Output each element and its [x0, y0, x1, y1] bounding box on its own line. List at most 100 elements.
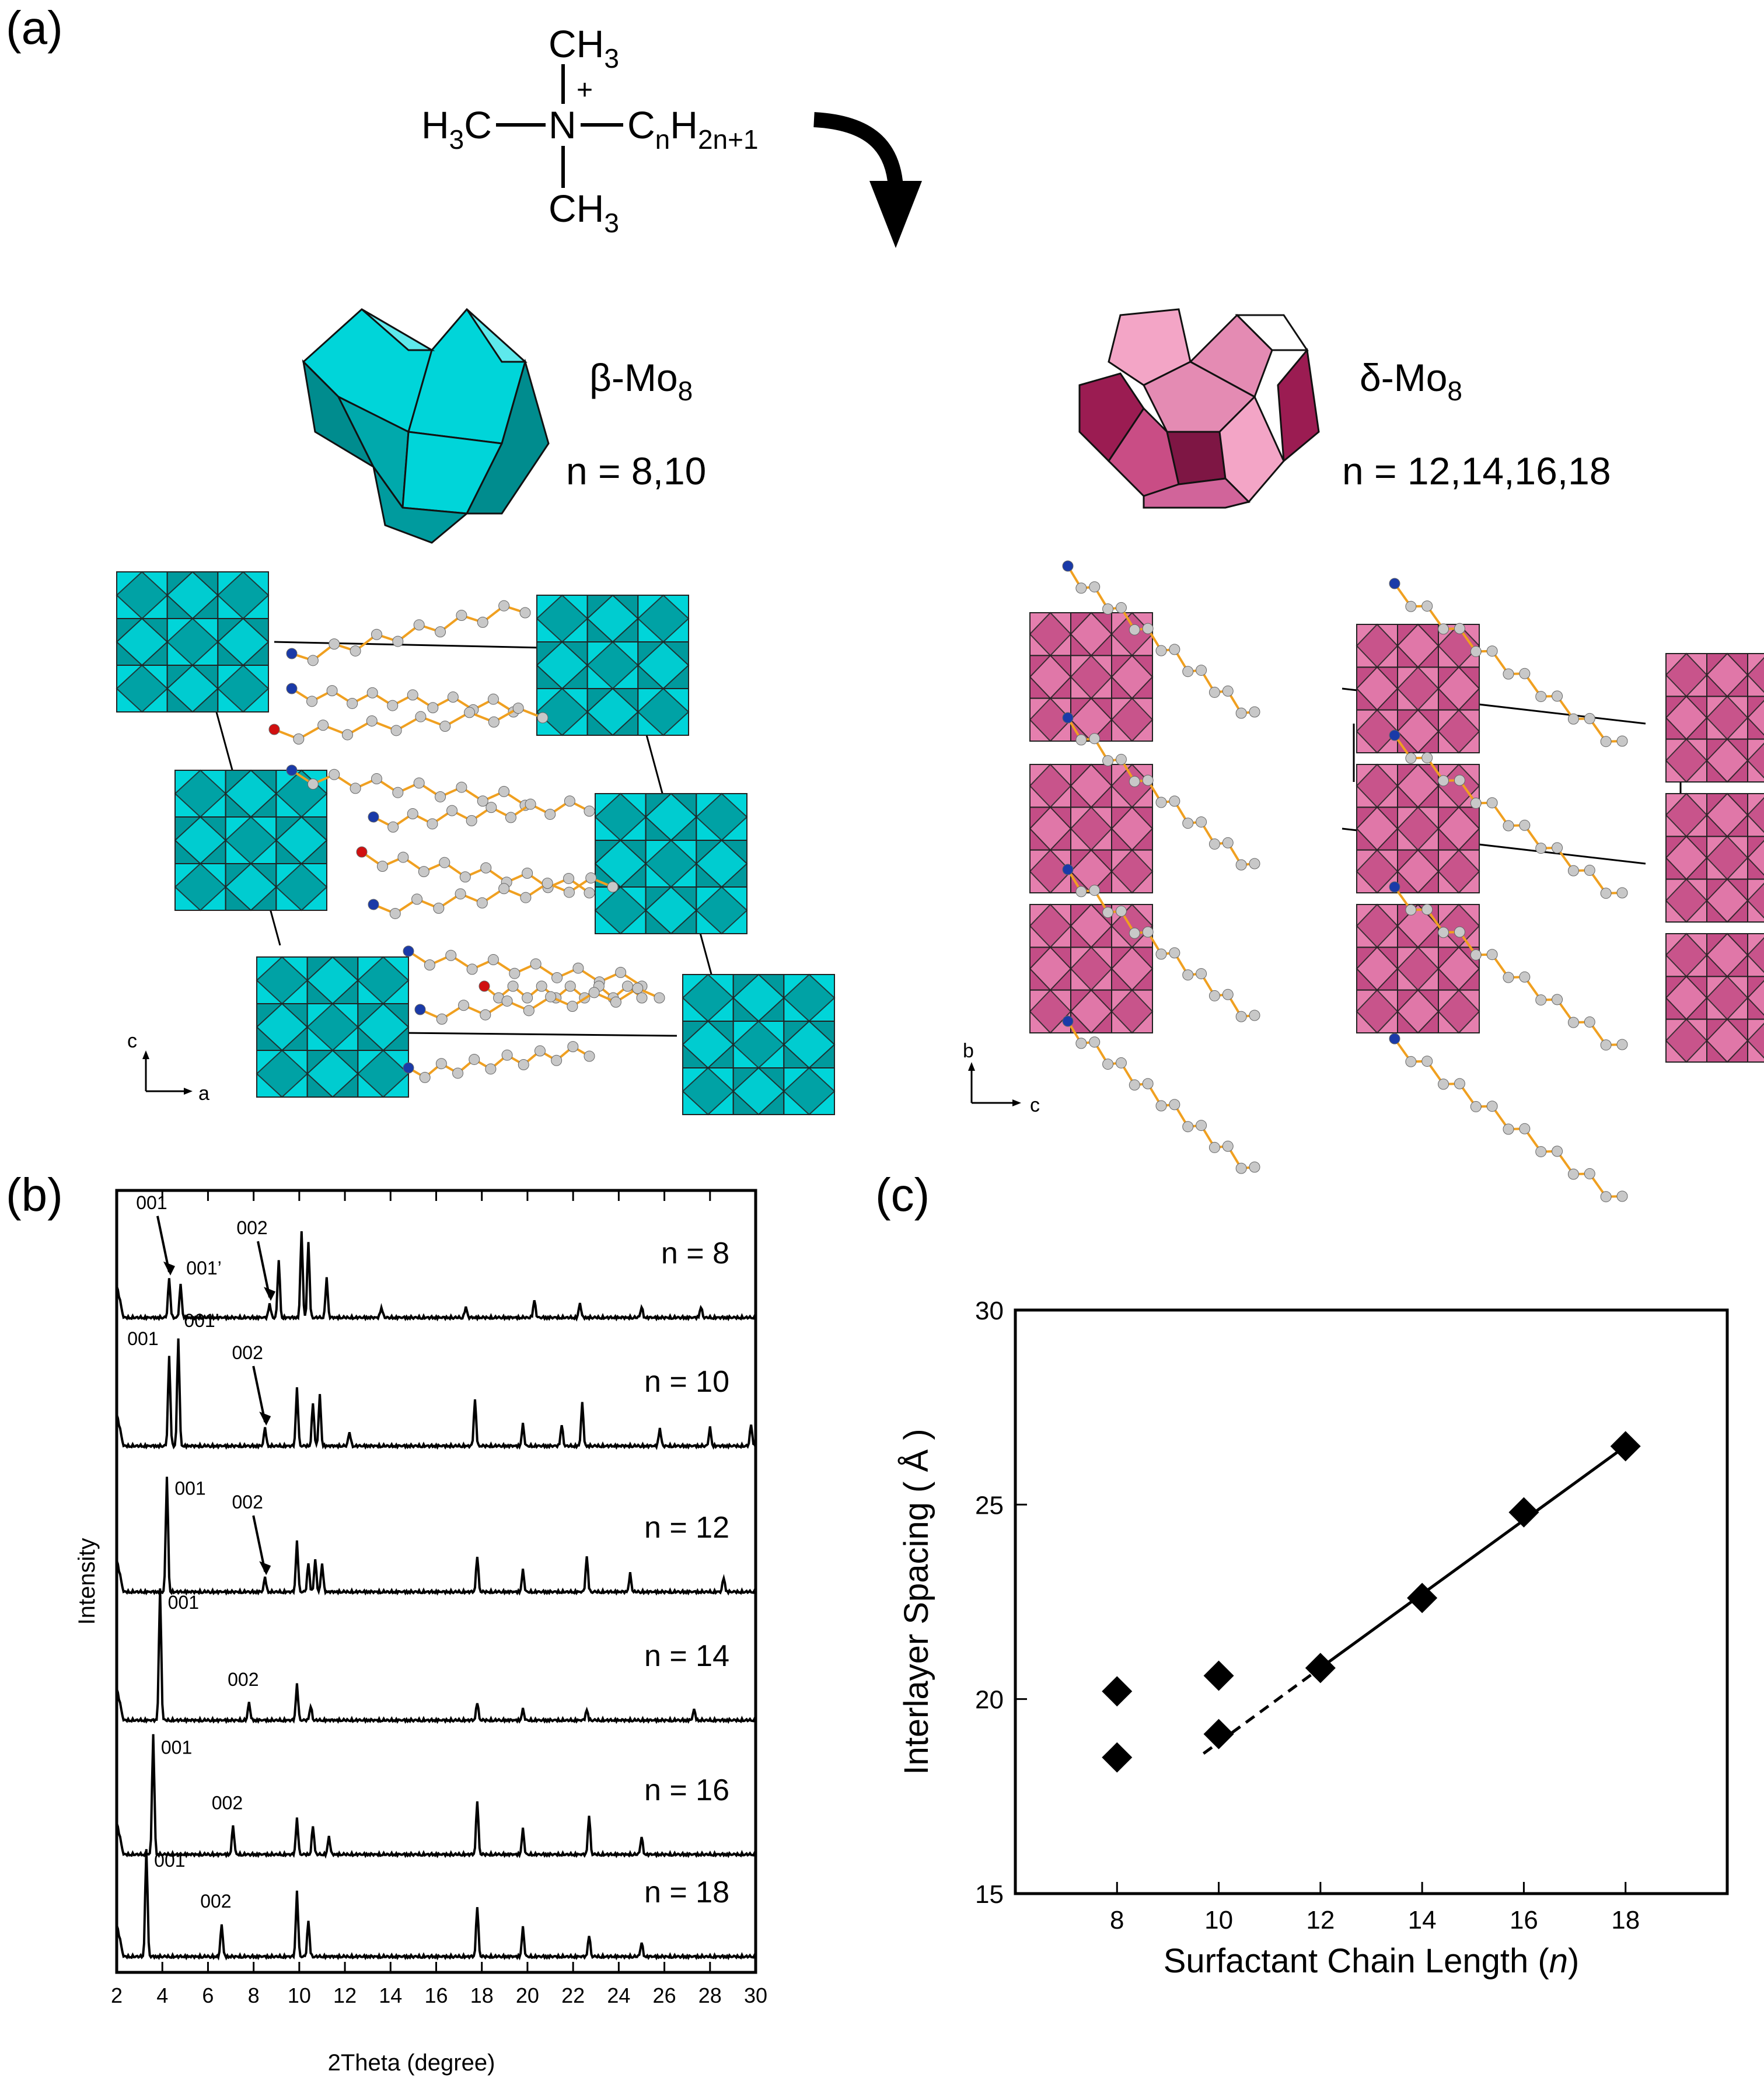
- xrd-series-label: n = 18: [644, 1876, 729, 1909]
- xrd-series-label: n = 14: [644, 1639, 729, 1673]
- surfactant-chain: [368, 872, 619, 919]
- data-point: [1407, 1583, 1438, 1613]
- spacing-plot-frame: [1014, 1308, 1729, 1895]
- xrd-x-tick-label: 26: [653, 1983, 676, 2007]
- delta-label: δ-Mo8: [1360, 356, 1462, 406]
- spacing-x-tick-label: 8: [1110, 1906, 1124, 1934]
- peak-arrowhead: [264, 1287, 276, 1301]
- data-point: [1102, 1742, 1133, 1773]
- beta-polyhedra-block: [116, 571, 270, 713]
- data-point: [1610, 1431, 1641, 1462]
- surfactant-formula: CH3 H3C N + CnH2n+1 CH3: [421, 22, 759, 238]
- xrd-series: n = 16 001 002: [116, 1734, 757, 1859]
- xrd-trace: [116, 1476, 757, 1596]
- xrd-x-tick-label: 28: [698, 1983, 722, 2007]
- formula-left: H3C: [421, 103, 492, 155]
- beta-polyhedra-block: [594, 792, 748, 935]
- surfactant-chain: [403, 945, 648, 992]
- xrd-series: n = 18 001 002: [116, 1849, 757, 1961]
- xrd-trace: [116, 1734, 757, 1859]
- data-point: [1102, 1676, 1133, 1707]
- xrd-trace: [116, 1588, 757, 1724]
- delta-polyhedra-block: [1665, 652, 1764, 783]
- peak-label: 001’: [186, 1258, 222, 1279]
- xrd-series: n = 10 001 001’ 002: [116, 1310, 757, 1450]
- delta-axis-vertical: b: [963, 1040, 974, 1062]
- xrd-series: n = 12 001 002: [116, 1476, 757, 1596]
- beta-label: β-Mo8: [589, 356, 693, 406]
- peak-label: 002: [212, 1792, 243, 1813]
- delta-polyhedra-block: [1356, 903, 1480, 1034]
- xrd-series: n = 8 001 001’ 002: [116, 1192, 757, 1322]
- spacing-chart: 8 10 12 14 16 18 15 20 25 30 Surfactant Chain Len…: [897, 1297, 1729, 1980]
- data-point: [1203, 1660, 1234, 1691]
- spacing-y-tick-label: 25: [975, 1491, 1004, 1520]
- peak-arrow: [257, 1241, 271, 1298]
- surfactant-chain: [1389, 729, 1628, 899]
- surfactant-chain: [1389, 578, 1628, 748]
- panel-label-b: (b): [6, 1169, 63, 1221]
- beta-axis-horizontal: a: [198, 1082, 209, 1105]
- surfactant-chain: [403, 1041, 595, 1083]
- xrd-x-tick-label: 14: [379, 1983, 402, 2007]
- surfactant-chain: [414, 983, 665, 1025]
- beta-polyhedra-block: [256, 956, 410, 1098]
- peak-label: 002: [232, 1342, 263, 1363]
- xrd-series-label: n = 12: [644, 1511, 729, 1545]
- beta-polyhedra-block: [174, 769, 328, 911]
- delta-axes: b c: [963, 1040, 1040, 1116]
- delta-polyhedra-block: [1665, 933, 1764, 1063]
- delta-polyhedra-block: [1665, 792, 1764, 923]
- xrd-x-tick-label: 18: [470, 1983, 494, 2007]
- xrd-x-tick-label: 2: [111, 1983, 123, 2007]
- xrd-x-tick-label: 10: [288, 1983, 311, 2007]
- xrd-series: n = 14 001 002: [116, 1588, 757, 1724]
- xrd-trace: [116, 1849, 757, 1961]
- xrd-x-tick-label: 30: [744, 1983, 767, 2007]
- reaction-arrow: [813, 112, 922, 248]
- surfactant-chain: [368, 795, 595, 833]
- spacing-x-tick-label: 10: [1204, 1906, 1233, 1934]
- xrd-x-tick-label: 20: [516, 1983, 539, 2007]
- beta-crystal-packing: c a: [116, 571, 836, 1116]
- peak-arrow: [252, 1515, 267, 1572]
- delta-mo8-cluster: [1078, 308, 1320, 509]
- data-point: [1203, 1719, 1234, 1749]
- spacing-x-tick-label: 12: [1306, 1906, 1335, 1934]
- peak-label: 001: [127, 1328, 158, 1349]
- formula-charge: +: [577, 75, 593, 106]
- xrd-series-label: n = 10: [644, 1365, 729, 1399]
- delta-polyhedra-block: [1029, 903, 1154, 1034]
- beta-axis-vertical: c: [127, 1030, 137, 1052]
- peak-label: 001: [174, 1478, 205, 1499]
- xrd-x-tick-label: 4: [156, 1983, 168, 2007]
- surfactant-chain: [268, 703, 549, 745]
- surfactant-chain: [1062, 864, 1260, 1022]
- beta-axes: c a: [127, 1030, 209, 1105]
- peak-label: 002: [236, 1217, 267, 1238]
- peak-label: 002: [228, 1669, 259, 1690]
- peak-label: 001: [161, 1737, 192, 1758]
- peak-arrowhead: [259, 1561, 271, 1576]
- peak-label: 001: [168, 1592, 199, 1613]
- xrd-x-tick-label: 22: [561, 1983, 585, 2007]
- peak-arrow: [156, 1216, 170, 1273]
- formula-top: CH3: [549, 22, 619, 74]
- surfactant-chain: [1062, 712, 1260, 871]
- surfactant-chain: [1389, 881, 1628, 1051]
- xrd-chart: 2 4 6 8 10 12 14 16 18 20 22 24 26 28 30 n = 8001001’0…: [74, 1189, 767, 2076]
- beta-polyhedra-block: [536, 594, 690, 736]
- surfactant-chain: [286, 600, 531, 666]
- beta-polyhedra-block: [682, 973, 836, 1116]
- peak-label: 002: [200, 1891, 231, 1912]
- beta-mo8-cluster: [302, 308, 550, 544]
- surfactant-chain: [286, 683, 519, 718]
- xrd-x-tick-label: 8: [248, 1983, 260, 2007]
- spacing-y-tick-label: 15: [975, 1880, 1004, 1909]
- peak-label: 001: [136, 1192, 167, 1213]
- peak-label: 001: [154, 1850, 185, 1871]
- surfactant-chain: [356, 846, 595, 899]
- delta-polyhedra-block: [1356, 763, 1480, 894]
- delta-polyhedra-block: [1029, 763, 1154, 894]
- data-point: [1305, 1653, 1336, 1684]
